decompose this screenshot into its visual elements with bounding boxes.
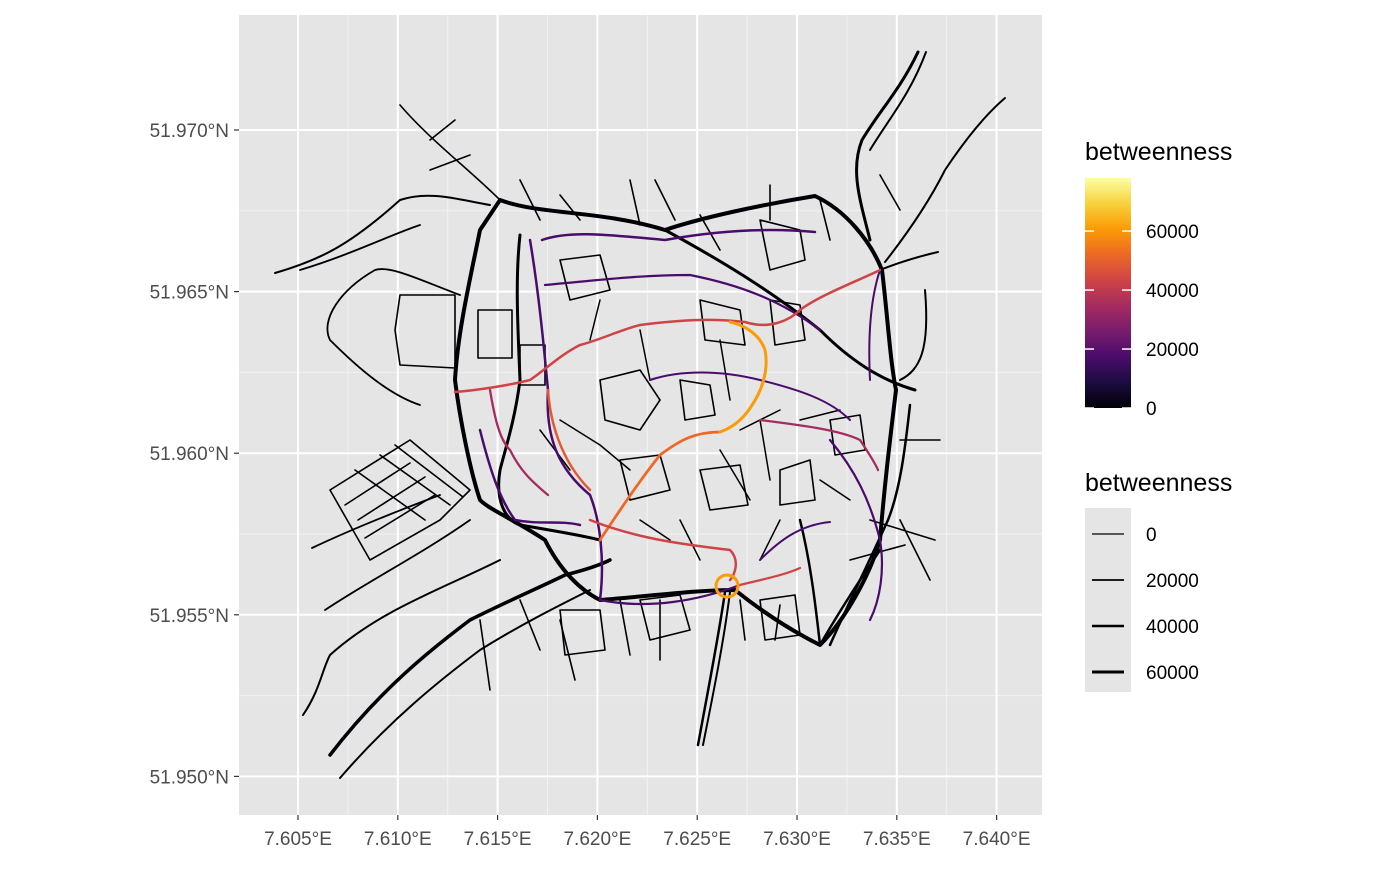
hi-road-west (453, 323, 642, 394)
highway-north (855, 50, 920, 242)
mid-road-2 (528, 238, 604, 602)
road-east-2 (899, 289, 928, 381)
road-east (828, 403, 912, 647)
x-axis: 7.605°E 7.610°E 7.615°E 7.620°E 7.625°E 7.630… (264, 815, 1031, 850)
highway-sw (328, 558, 612, 757)
y-tick-label: 51.950°N (150, 767, 229, 788)
road-south (696, 590, 727, 747)
plot-panel (239, 15, 1042, 815)
road-west (274, 194, 491, 274)
highway-sw-2 (339, 589, 591, 779)
y-tick-label: 51.965°N (150, 283, 229, 304)
size-legend-label: 0 (1146, 525, 1157, 546)
hi-road-sw-link (488, 388, 550, 497)
x-tick-label: 7.620°E (563, 829, 631, 850)
size-legend-title: betweenness (1085, 469, 1232, 497)
hi-road-diagonal (598, 430, 722, 542)
y-tick-label: 51.970°N (150, 121, 229, 142)
hi-road-east-branch (758, 418, 880, 472)
hi-road-east-ring (718, 320, 768, 434)
color-legend-title: betweenness (1085, 138, 1232, 166)
highway-north-2 (869, 51, 927, 151)
x-tick-label: 7.630°E (763, 829, 831, 850)
outer-ring-road (453, 194, 898, 647)
x-tick-label: 7.640°E (963, 829, 1031, 850)
x-tick-label: 7.635°E (863, 829, 931, 850)
mid-road-6 (598, 583, 742, 606)
road-southwest (302, 559, 501, 716)
road-se (798, 518, 882, 647)
colorbar-label: 40000 (1146, 281, 1199, 302)
road-sw-3 (324, 519, 471, 611)
colorbar-labels: 60000 40000 20000 0 (1085, 222, 1199, 420)
ring-road-inner (497, 233, 602, 542)
park-loop-west (326, 268, 461, 406)
x-tick-label: 7.625°E (663, 829, 731, 850)
size-legend-keys: 0 20000 40000 60000 (1092, 525, 1199, 684)
mid-road-3 (478, 428, 582, 527)
colorbar-label: 20000 (1146, 340, 1199, 361)
x-tick-label: 7.615°E (464, 829, 532, 850)
hi-road-south (588, 518, 737, 582)
y-tick-label: 51.960°N (150, 444, 229, 465)
x-tick-label: 7.605°E (264, 829, 332, 850)
inner-grid-1 (559, 219, 866, 656)
hi-road-se (738, 566, 802, 587)
colorbar-label: 60000 (1146, 222, 1199, 243)
road-east-3 (879, 251, 939, 271)
west-block-1 (394, 294, 546, 386)
grid-block-west (329, 439, 471, 561)
size-legend-label: 40000 (1146, 617, 1199, 638)
colorbar-label: 0 (1146, 399, 1157, 420)
y-tick-label: 51.955°N (150, 606, 229, 627)
hi-road-inner-sw (546, 388, 592, 492)
colorbar (1085, 178, 1131, 408)
mid-road-9 (868, 269, 881, 381)
mid-road-7 (649, 371, 851, 421)
size-legend: betweenness 0 20000 40000 60000 (1085, 469, 1232, 692)
y-axis: 51.970°N 51.965°N 51.960°N 51.955°N 51.950°N (150, 121, 239, 788)
street-network (274, 50, 1006, 779)
mid-road-8 (759, 521, 831, 561)
roundabout (714, 573, 740, 599)
hi-road-north (638, 268, 882, 327)
mid-road-1 (540, 228, 817, 242)
road-ne (884, 97, 1006, 263)
size-legend-key-background (1085, 508, 1131, 692)
south-streets (479, 439, 941, 691)
mid-road-5 (828, 438, 884, 622)
color-legend: betweenness 60000 40000 20000 0 (1085, 138, 1232, 420)
x-tick-label: 7.610°E (364, 829, 432, 850)
size-legend-label: 60000 (1146, 663, 1199, 684)
road-west-2 (299, 224, 421, 271)
road-south-2 (702, 591, 731, 746)
mid-road-4 (543, 273, 822, 332)
size-legend-label: 20000 (1146, 571, 1199, 592)
